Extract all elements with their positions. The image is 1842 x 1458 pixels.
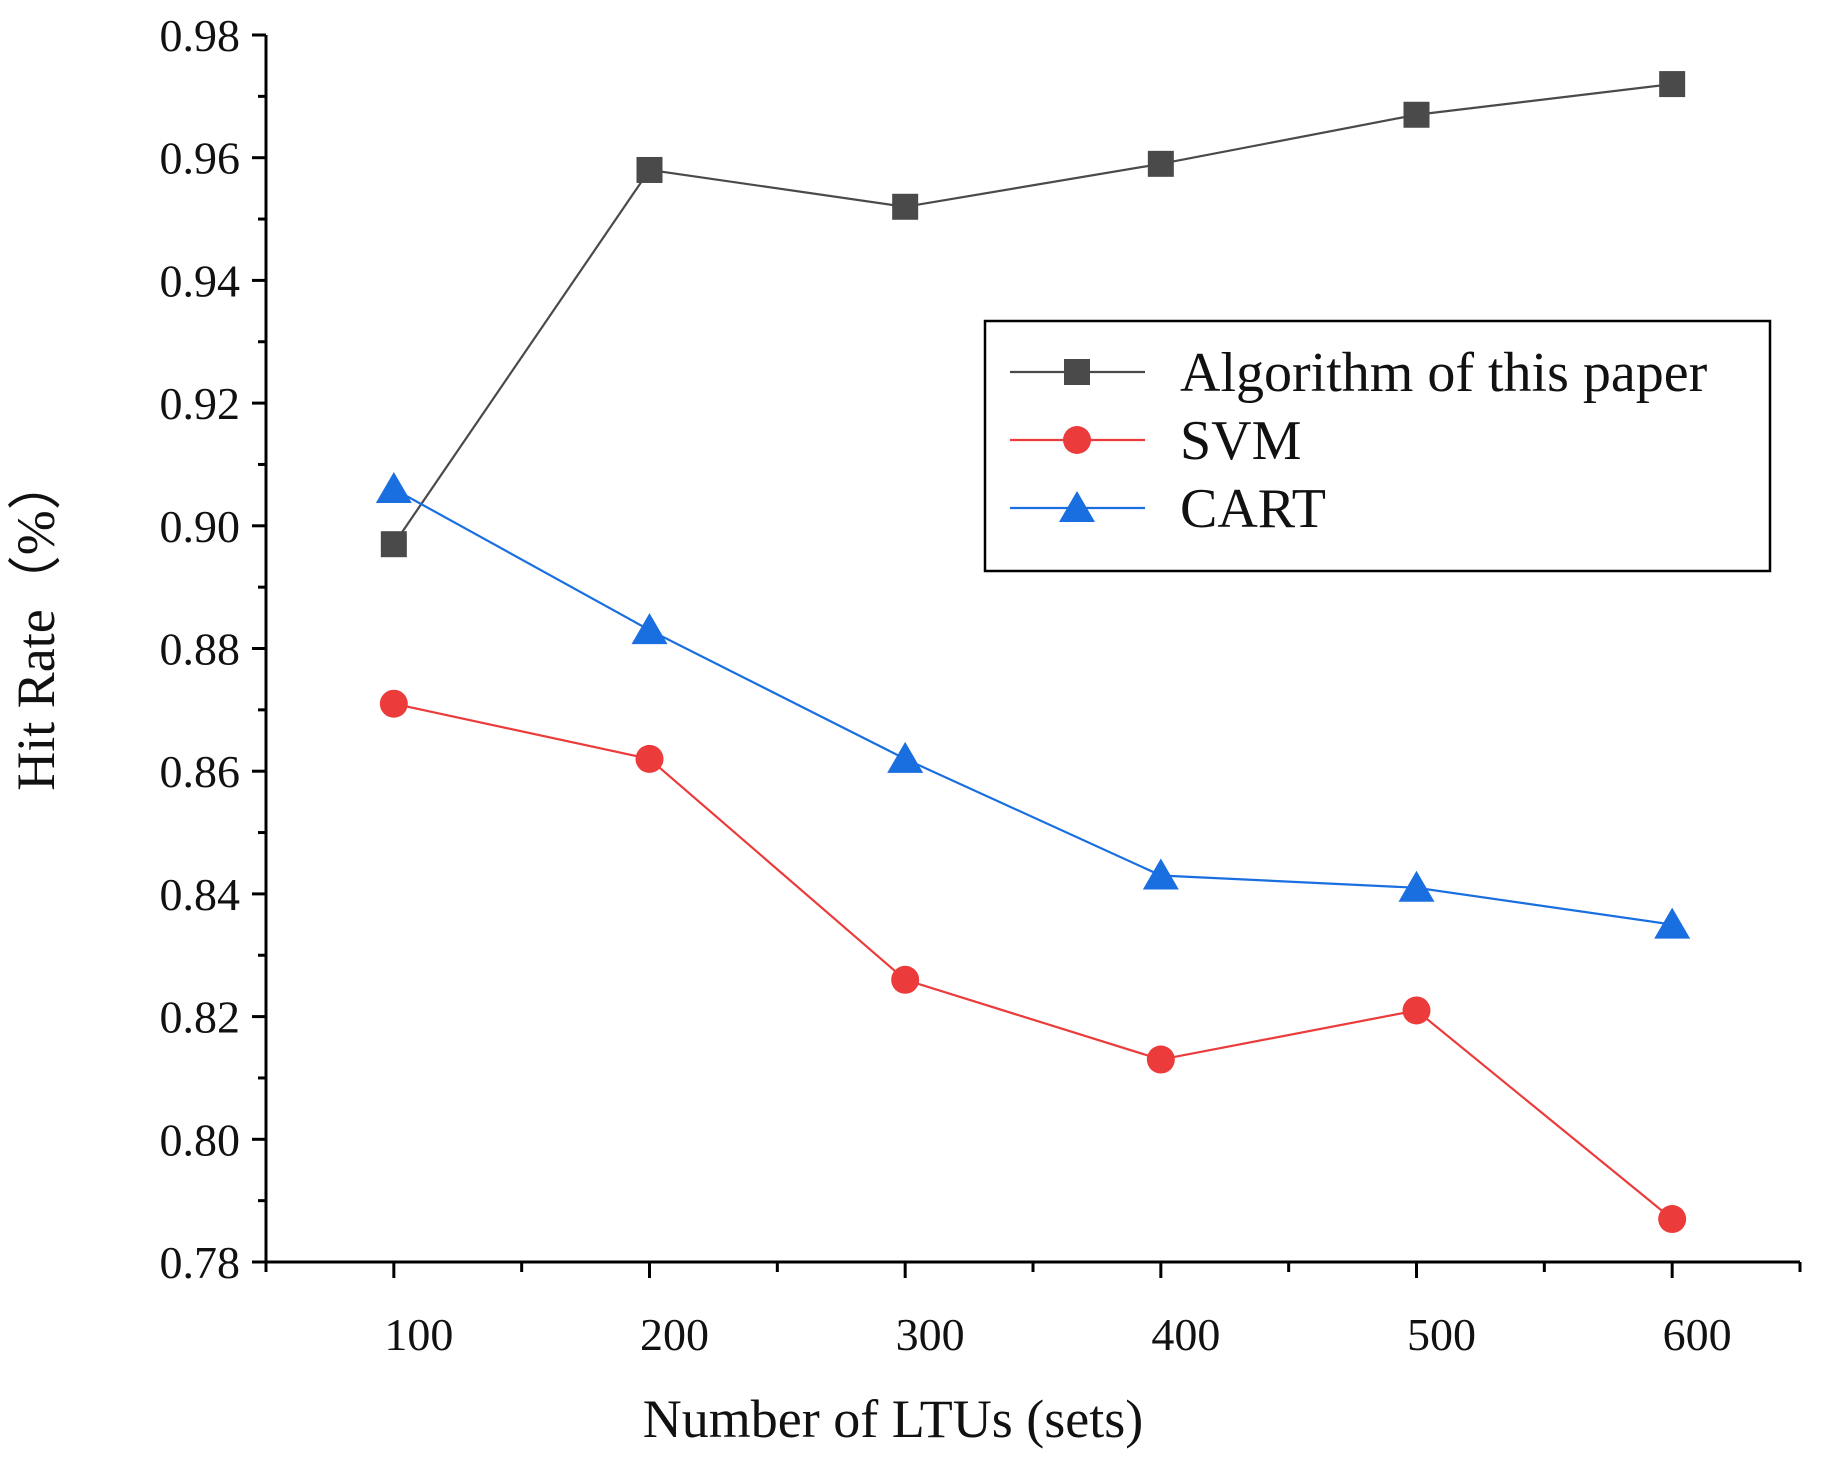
series-line-svm <box>393 702 1673 1220</box>
legend-marker-cart <box>1059 491 1095 522</box>
legend-label-cart: CART <box>1180 478 1326 540</box>
data-point-cart <box>631 613 668 645</box>
data-point-svm <box>891 965 920 994</box>
y-axis-title: Hit Rate（%） <box>6 456 66 790</box>
series-layer <box>375 71 1691 1234</box>
data-point-algorithm-of-this-paper <box>1403 101 1430 128</box>
x-tick-label: 500 <box>1407 1309 1476 1360</box>
data-point-cart <box>375 471 412 503</box>
y-tick-label: 0.84 <box>160 869 241 920</box>
data-point-cart <box>1654 907 1691 939</box>
data-point-algorithm-of-this-paper <box>380 531 407 558</box>
series-line-algorithm-of-this-paper <box>392 82 1673 545</box>
data-point-svm <box>1146 1045 1175 1074</box>
data-point-svm <box>1658 1205 1687 1234</box>
x-tick-label: 100 <box>384 1309 453 1360</box>
data-point-cart <box>887 741 924 773</box>
x-axis-title: Number of LTUs (sets) <box>643 1389 1143 1449</box>
data-point-svm <box>1402 996 1431 1025</box>
data-point-algorithm-of-this-paper <box>1659 71 1686 98</box>
legend-box <box>983 319 1772 573</box>
series-cart <box>375 471 1691 939</box>
x-tick-label: 600 <box>1663 1309 1732 1360</box>
data-point-svm <box>379 689 408 718</box>
x-tick-label: 200 <box>640 1309 709 1360</box>
series-line-cart <box>393 488 1673 926</box>
y-tick-label: 0.96 <box>160 133 241 184</box>
legend-label-svm: SVM <box>1180 410 1301 472</box>
y-tick-label: 0.80 <box>160 1114 241 1165</box>
y-tick-label: 0.86 <box>160 746 241 797</box>
data-point-svm <box>635 744 664 773</box>
data-point-algorithm-of-this-paper <box>892 193 919 220</box>
x-tick-label: 300 <box>896 1309 965 1360</box>
data-point-cart <box>1398 870 1435 902</box>
x-tick-label: 400 <box>1151 1309 1220 1360</box>
series-svm <box>379 689 1687 1234</box>
legend-marker-svm <box>1063 426 1091 454</box>
data-point-algorithm-of-this-paper <box>1147 150 1174 177</box>
y-tick-label: 0.90 <box>160 501 241 552</box>
axes: 0.78 0.80 0.82 0.84 0.86 0.88 0.90 0.92 0.94 0.96… <box>160 10 1802 1360</box>
y-tick-label: 0.92 <box>160 378 241 429</box>
y-tick-label: 0.78 <box>160 1237 241 1288</box>
data-point-algorithm-of-this-paper <box>636 156 663 183</box>
series-algorithm-of-this-paper <box>380 71 1686 558</box>
y-tick-label: 0.88 <box>160 624 241 675</box>
legend-label-algorithm-of-this-paper: Algorithm of this paper <box>1180 342 1708 404</box>
y-tick-label: 0.94 <box>160 255 241 306</box>
data-point-cart <box>1142 858 1179 890</box>
legend-marker-algorithm-of-this-paper <box>1064 359 1090 385</box>
y-tick-label: 0.98 <box>160 10 241 61</box>
y-tick-label: 0.82 <box>160 992 241 1043</box>
